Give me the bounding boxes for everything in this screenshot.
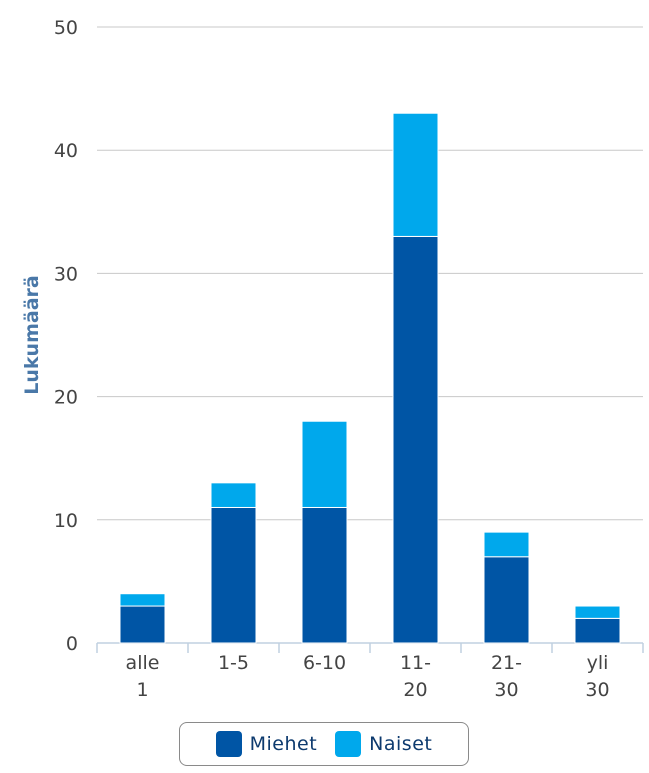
bar-miehet-3: [392, 235, 439, 644]
bar-miehet-2: [301, 506, 348, 644]
x-tick-label-3-0: 11-: [400, 652, 431, 674]
x-tick-label-0-1: 1: [136, 679, 148, 701]
bar-naiset-1: [210, 482, 257, 508]
bar-naiset-5: [574, 605, 621, 619]
x-tick-label-2-0: 6-10: [303, 652, 346, 674]
y-tick-label-30: 30: [54, 263, 78, 285]
bar-naiset-3: [392, 112, 439, 237]
bar-naiset-4: [483, 531, 530, 558]
x-tick-label-3-1: 20: [403, 679, 427, 701]
bar-miehet-1: [210, 506, 257, 644]
bar-naiset-0: [119, 593, 166, 607]
y-tick-label-50: 50: [54, 17, 78, 39]
y-tick-label-40: 40: [54, 140, 78, 162]
legend-swatch-miehet: [215, 731, 242, 757]
legend-item-naiset[interactable]: Naiset: [335, 731, 432, 757]
legend: Miehet Naiset: [179, 722, 469, 766]
y-tick-label-10: 10: [54, 510, 78, 532]
legend-label-naiset: Naiset: [369, 733, 433, 755]
y-axis-label: Lukumäärä: [21, 275, 43, 394]
bar-miehet-4: [483, 556, 530, 644]
x-tick-label-4-1: 30: [494, 679, 518, 701]
x-tick-label-1-0: 1-5: [218, 652, 249, 674]
y-tick-label-20: 20: [54, 387, 78, 409]
bar-miehet-0: [119, 605, 166, 644]
bar-naiset-2: [301, 420, 348, 508]
x-tick-label-0-0: alle: [126, 652, 160, 674]
legend-label-miehet: Miehet: [249, 733, 318, 755]
y-tick-label-0: 0: [66, 633, 78, 655]
legend-swatch-naiset: [335, 731, 362, 757]
x-tick-label-5-0: yli: [587, 652, 609, 674]
bar-miehet-5: [574, 617, 621, 644]
legend-item-miehet[interactable]: Miehet: [215, 731, 318, 757]
x-tick-label-5-1: 30: [585, 679, 609, 701]
x-tick-label-4-0: 21-: [491, 652, 522, 674]
